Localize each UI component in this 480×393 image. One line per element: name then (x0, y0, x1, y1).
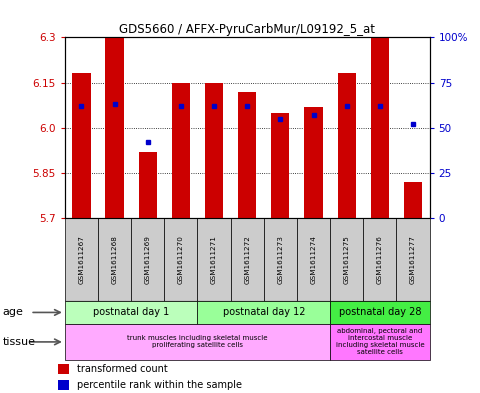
Bar (172, 83, 190, 218)
Bar (65, 324, 330, 360)
Bar (230, 218, 264, 301)
Bar (330, 301, 430, 324)
Text: percentile rank within the sample: percentile rank within the sample (77, 380, 242, 389)
Bar (197, 218, 230, 301)
Bar (131, 218, 164, 301)
Title: GDS5660 / AFFX-PyruCarbMur/L09192_5_at: GDS5660 / AFFX-PyruCarbMur/L09192_5_at (119, 23, 375, 36)
Bar (72, 73, 91, 218)
Bar (371, 37, 389, 218)
Text: age: age (2, 307, 23, 318)
Text: GSM1611269: GSM1611269 (144, 235, 151, 284)
Text: trunk muscles including skeletal muscle
proliferating satellite cells: trunk muscles including skeletal muscle … (127, 335, 268, 349)
Text: GSM1611273: GSM1611273 (277, 235, 283, 284)
Bar (304, 107, 323, 218)
Bar (264, 218, 297, 301)
Text: GSM1611267: GSM1611267 (78, 235, 84, 284)
Bar (65, 301, 197, 324)
Bar (363, 218, 396, 301)
Text: transformed count: transformed count (77, 364, 168, 374)
Bar (337, 73, 356, 218)
Bar (330, 218, 363, 301)
Bar (396, 218, 430, 301)
Text: abdominal, pectoral and
intercostal muscle
including skeletal muscle
satellite c: abdominal, pectoral and intercostal musc… (336, 329, 424, 355)
Text: GSM1611275: GSM1611275 (344, 235, 350, 284)
Text: GSM1611270: GSM1611270 (178, 235, 184, 284)
Bar (238, 92, 256, 218)
Bar (205, 83, 223, 218)
Text: GSM1611268: GSM1611268 (111, 235, 118, 284)
Text: GSM1611271: GSM1611271 (211, 235, 217, 284)
Bar (58, 364, 70, 374)
Bar (404, 182, 422, 218)
Bar (197, 301, 330, 324)
Text: postnatal day 28: postnatal day 28 (338, 307, 421, 318)
Text: GSM1611277: GSM1611277 (410, 235, 416, 284)
Text: GSM1611272: GSM1611272 (244, 235, 250, 284)
Bar (139, 152, 157, 218)
Text: postnatal day 12: postnatal day 12 (223, 307, 305, 318)
Text: GSM1611276: GSM1611276 (377, 235, 383, 284)
Bar (297, 218, 330, 301)
Text: postnatal day 1: postnatal day 1 (93, 307, 169, 318)
Bar (98, 218, 131, 301)
Text: GSM1611274: GSM1611274 (311, 235, 316, 284)
Bar (164, 218, 197, 301)
Text: tissue: tissue (2, 337, 36, 347)
Bar (271, 113, 289, 218)
Bar (65, 218, 98, 301)
Bar (106, 37, 124, 218)
Bar (330, 324, 430, 360)
Bar (58, 380, 70, 390)
